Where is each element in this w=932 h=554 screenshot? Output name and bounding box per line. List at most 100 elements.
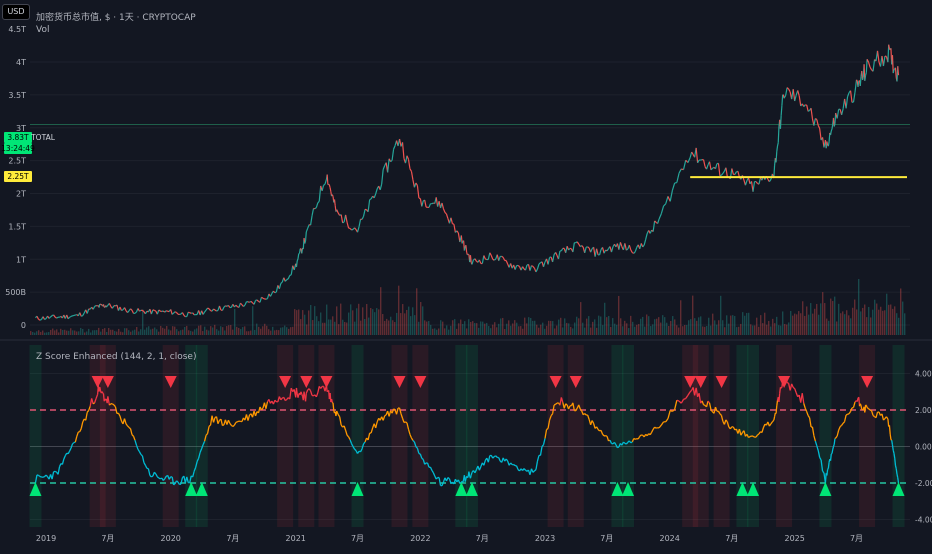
volume-label: Vol — [36, 25, 49, 35]
volume-bar — [302, 310, 303, 335]
z-segment — [777, 401, 778, 406]
volume-bar — [208, 330, 209, 335]
volume-bar — [666, 323, 667, 335]
volume-bar — [192, 332, 193, 335]
volume-bar — [694, 318, 695, 335]
volume-bar — [780, 326, 781, 335]
z-segment — [846, 414, 847, 415]
volume-bar — [850, 318, 851, 335]
volume-bar — [278, 330, 279, 335]
volume-bar — [232, 330, 233, 335]
price-segment — [330, 188, 331, 192]
z-segment — [547, 428, 549, 429]
time-tick-label: 7月 — [226, 534, 239, 543]
volume-bar — [120, 332, 121, 335]
volume-bar — [108, 328, 109, 335]
volume-bar — [702, 326, 703, 335]
volume-bar — [652, 324, 653, 335]
volume-bar — [872, 310, 873, 335]
z-segment — [302, 394, 303, 396]
volume-bar — [484, 324, 485, 335]
z-segment — [894, 453, 895, 458]
volume-bar — [420, 302, 421, 335]
z-segment — [470, 475, 471, 478]
volume-bar — [856, 309, 857, 335]
volume-bar — [324, 323, 325, 335]
volume-bar — [468, 319, 469, 335]
volume-bar — [152, 329, 153, 335]
volume-bar — [390, 317, 391, 335]
volume-bar — [896, 313, 897, 335]
volume-bar — [402, 304, 403, 335]
volume-bar — [216, 329, 217, 335]
z-segment — [776, 406, 777, 414]
volume-bar — [394, 322, 395, 335]
volume-bar — [146, 327, 147, 335]
volume-bar — [64, 330, 65, 335]
total-value-tag: 3.83T — [7, 133, 29, 142]
price-segment — [263, 298, 264, 299]
price-tick-label: 2T — [16, 190, 26, 199]
volume-bar — [556, 326, 557, 335]
volume-bar — [224, 330, 225, 335]
price-tick-label: 1.5T — [8, 222, 26, 231]
volume-bar — [210, 326, 211, 335]
z-segment — [848, 414, 849, 415]
volume-bar — [644, 327, 645, 335]
price-tick-label: 500B — [5, 288, 26, 297]
price-segment — [208, 308, 209, 309]
volume-bar — [648, 316, 649, 335]
overbought-band — [776, 345, 792, 527]
volume-bar — [46, 332, 47, 335]
volume-bar — [334, 322, 335, 335]
price-segment — [190, 313, 191, 314]
volume-bar — [682, 326, 683, 335]
volume-bar — [352, 310, 353, 335]
volume-bar — [718, 320, 719, 335]
oversold-band — [185, 345, 197, 527]
volume-bar — [604, 303, 605, 335]
price-segment — [432, 203, 433, 204]
volume-bar — [898, 318, 899, 335]
volume-bar — [172, 326, 173, 335]
z-segment — [779, 393, 780, 402]
volume-bar — [638, 324, 639, 335]
volume-bar — [356, 308, 357, 335]
volume-bar — [314, 306, 315, 335]
volume-bar — [346, 323, 347, 335]
volume-bar — [458, 323, 459, 335]
volume-bar — [372, 309, 373, 335]
price-segment — [71, 316, 72, 317]
volume-bar — [744, 316, 745, 335]
z-segment — [895, 458, 896, 466]
price-segment — [95, 306, 96, 307]
price-segment — [329, 185, 330, 188]
volume-bar — [112, 330, 113, 335]
volume-bar — [454, 319, 455, 335]
volume-bar — [110, 330, 111, 335]
currency-button[interactable]: USD — [2, 4, 30, 20]
z-segment — [684, 398, 686, 399]
total-name-tag: TOTAL — [30, 133, 56, 142]
volume-bar — [562, 327, 563, 335]
volume-bar — [364, 319, 365, 335]
price-segment — [298, 254, 299, 259]
volume-bar — [450, 326, 451, 335]
volume-bar — [350, 304, 351, 335]
price-segment — [275, 292, 276, 293]
volume-bar — [56, 329, 57, 335]
volume-bar — [726, 315, 727, 335]
z-segment — [617, 447, 618, 448]
volume-bar — [336, 306, 337, 335]
volume-bar — [88, 329, 89, 335]
volume-bar — [550, 321, 551, 335]
price-segment — [216, 310, 217, 311]
volume-bar — [70, 328, 71, 335]
time-tick-label: 2025 — [785, 534, 805, 543]
oversold-band — [455, 345, 467, 527]
volume-bar — [414, 315, 415, 335]
price-segment — [343, 222, 344, 223]
volume-bar — [616, 325, 617, 335]
z-segment — [554, 404, 556, 405]
volume-bar — [576, 317, 577, 335]
